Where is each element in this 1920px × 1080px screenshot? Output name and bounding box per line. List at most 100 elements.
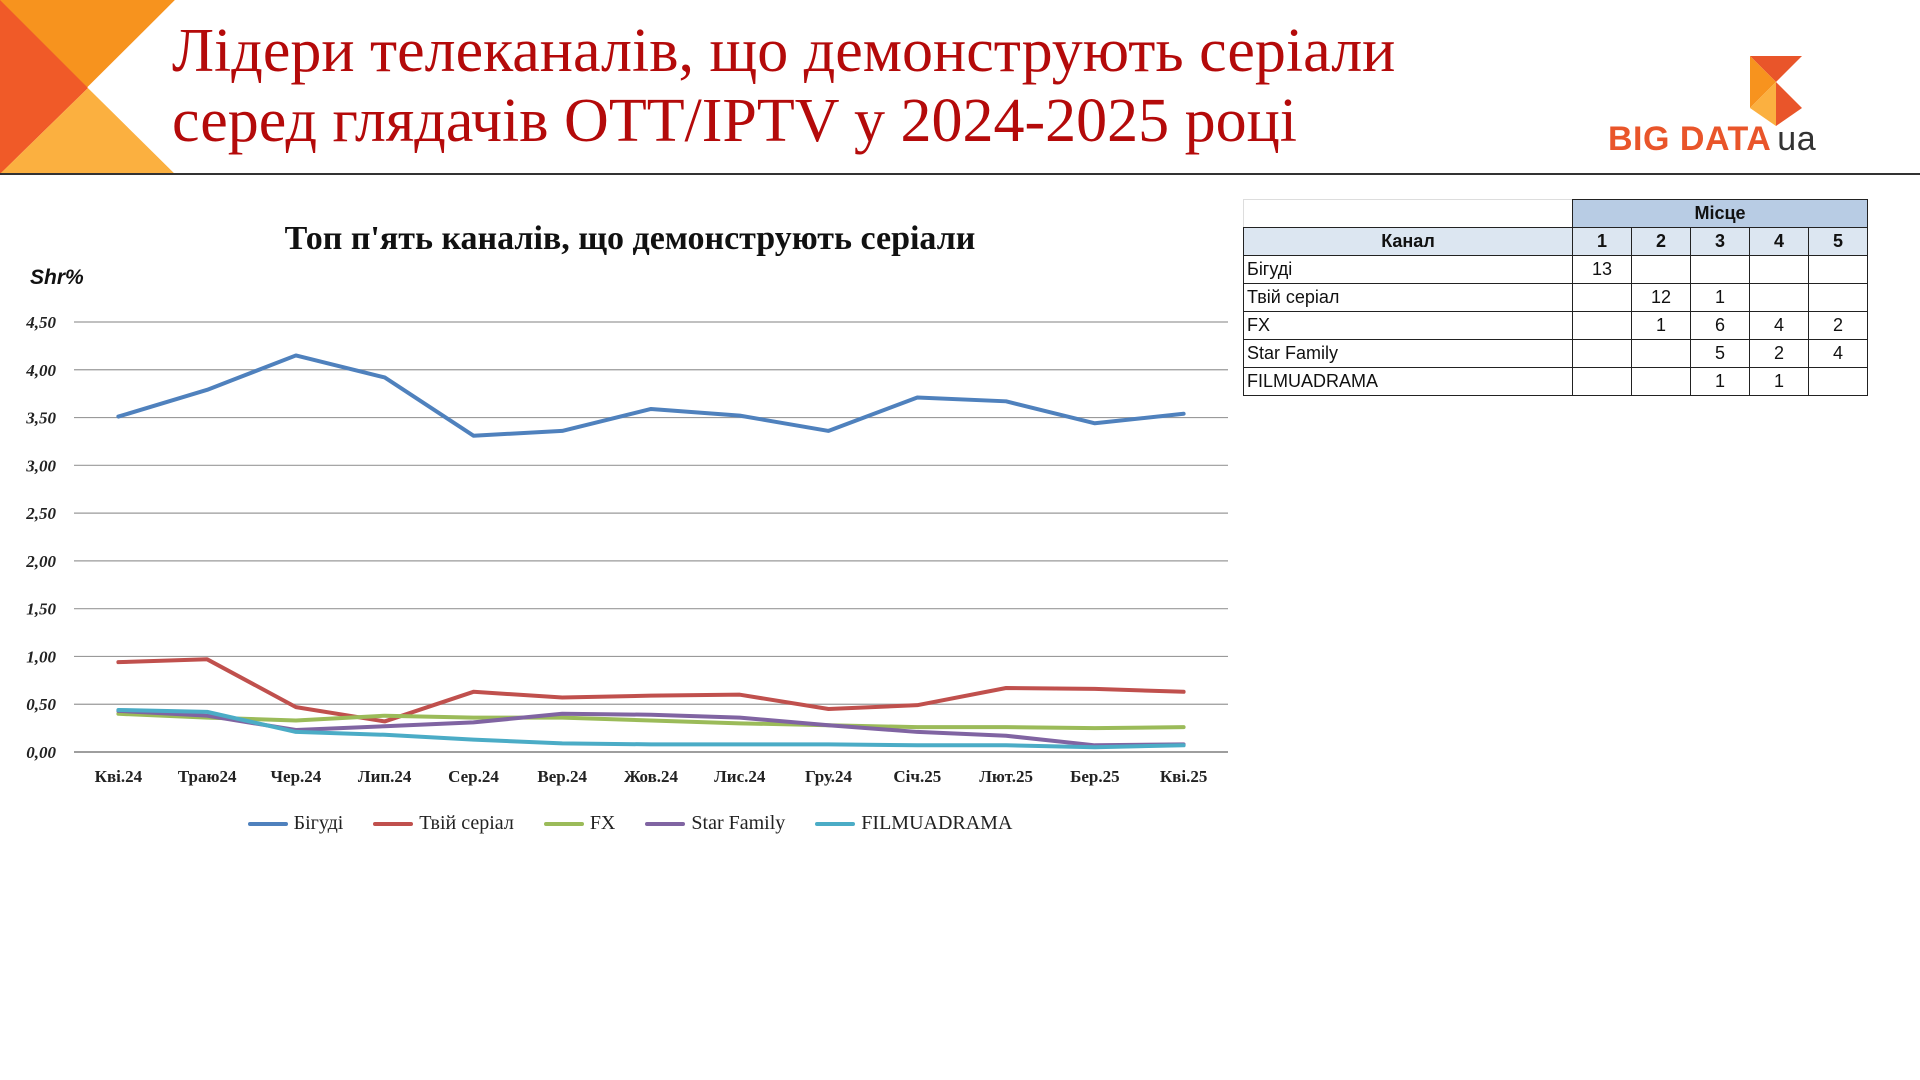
y-tick-label: 4,00 [25,361,56,380]
table-cell [1631,255,1691,284]
legend-item: Бігуді [247,812,344,835]
table-cell: 1 [1749,367,1809,396]
table-row: Star Family 5 2 4 [1243,339,1868,368]
x-tick-label: Жов.24 [624,767,679,786]
table-cell [1572,339,1632,368]
rank-table-group-row: Місце [1243,199,1868,228]
y-tick-label: 4,50 [25,313,56,332]
table-cell: 5 [1690,339,1750,368]
legend-item: Твій серіал [373,812,514,835]
chart-plot-area: 0,00 0,50 1,00 1,50 2,00 2,50 3,00 3,50 4,00 4,50… [25,313,1228,786]
table-cell: 6 [1690,311,1750,340]
x-tick-label: Лют.25 [979,767,1033,786]
table-cell-channel: Star Family [1243,339,1573,368]
table-cell: 4 [1808,339,1868,368]
table-cell: 1 [1690,367,1750,396]
table-cell [1572,283,1632,312]
legend-swatch [543,821,584,826]
y-tick-label: 2,50 [25,504,56,523]
series-line-5 [116,707,1186,750]
table-cell [1572,311,1632,340]
page-title-line-2: серед глядачів OTT/IPTV у 2024-2025 році [172,87,1297,155]
x-tick-label: Вер.24 [537,767,587,786]
y-tick-label: 3,50 [25,409,56,428]
table-cell [1808,255,1868,284]
table-cell [1631,339,1691,368]
rank-table-place-5: 5 [1808,227,1868,256]
table-cell [1749,283,1809,312]
legend-item: Star Family [645,812,785,835]
table-cell: 2 [1808,311,1868,340]
table-cell-channel: FX [1243,311,1573,340]
line-chart: Топ п'ять каналів, що демонструють серіа… [0,200,1250,860]
rank-table: Місце Канал 1 2 3 4 5 Бігуді 13 Твій сер… [1243,199,1868,396]
chart-legend: Бігуді Твій серіал FX Star Family FILMUADRAM… [0,812,1260,835]
x-tick-label: Лис.24 [714,767,766,786]
table-cell-channel: FILMUADRAMA [1243,367,1573,396]
legend-item: FX [543,812,616,835]
legend-label: FX [589,812,616,834]
rank-table-place-2: 2 [1631,227,1691,256]
x-tick-label: Чер.24 [271,767,322,786]
table-row: Бігуді 13 [1243,255,1868,284]
rank-table-place-4: 4 [1749,227,1809,256]
legend-item: FILMUADRAMA [815,812,1012,835]
logo-mark-icon [1750,56,1802,126]
legend-swatch [373,821,414,826]
x-tick-label: Кві.24 [95,767,143,786]
x-tick-label: Кві.25 [1160,767,1207,786]
table-cell: 4 [1749,311,1809,340]
table-cell [1631,367,1691,396]
x-tick-label: Гру.24 [805,767,853,786]
legend-swatch [815,821,856,826]
table-cell-channel: Бігуді [1243,255,1573,284]
bigdata-logo: BIG DATA ua [1600,42,1840,160]
table-cell: 1 [1631,311,1691,340]
rank-table-channel-header: Канал [1243,227,1573,256]
logo-suffix: ua [1777,120,1817,158]
y-tick-label: 1,00 [26,647,56,666]
y-tick-label: 0,00 [26,743,56,762]
corner-triangles-decoration [0,0,175,174]
page-title: Лідери телеканалів, що демонструють сері… [172,16,1572,156]
legend-label: Бігуді [293,812,344,834]
page-title-line-1: Лідери телеканалів, що демонструють сері… [172,17,1396,85]
x-tick-label: Лип.24 [358,767,412,786]
table-cell [1690,255,1750,284]
rank-table-place-3: 3 [1690,227,1750,256]
chart-title: Топ п'ять каналів, що демонструють серіа… [284,220,976,257]
y-axis-label: Shr% [30,266,84,289]
logo-text: BIG DATA ua [1608,120,1817,158]
table-cell: 1 [1690,283,1750,312]
x-tick-label: Січ.25 [893,767,941,786]
table-cell-channel: Твій серіал [1243,283,1573,312]
table-cell [1572,367,1632,396]
y-tick-label: 0,50 [26,695,56,714]
table-cell: 2 [1749,339,1809,368]
table-cell: 12 [1631,283,1691,312]
x-tick-label: Бер.25 [1070,767,1120,786]
y-tick-label: 3,00 [25,456,56,475]
rank-table-header-row: Канал 1 2 3 4 5 [1243,227,1868,256]
table-cell: 13 [1572,255,1632,284]
series-line-2 [116,657,1186,724]
y-tick-label: 1,50 [26,600,56,619]
table-cell [1749,255,1809,284]
table-cell [1808,283,1868,312]
header-divider [0,173,1920,175]
table-row: Твій серіал 12 1 [1243,283,1868,312]
rank-table-place-header: Місце [1572,199,1868,228]
slide-header: Лідери телеканалів, що демонструють сері… [0,0,1920,174]
rank-table-corner [1243,199,1573,228]
y-tick-label: 2,00 [25,552,56,571]
series-line-1 [116,353,1186,438]
legend-label: Star Family [691,812,786,834]
series-line-3 [116,711,1186,731]
legend-label: Твій серіал [419,812,514,834]
table-row: FILMUADRAMA 1 1 [1243,367,1868,396]
legend-label: FILMUADRAMA [861,812,1013,834]
rank-table-place-1: 1 [1572,227,1632,256]
table-cell [1808,367,1868,396]
legend-swatch [247,821,288,826]
x-tick-label: Сер.24 [448,767,499,786]
